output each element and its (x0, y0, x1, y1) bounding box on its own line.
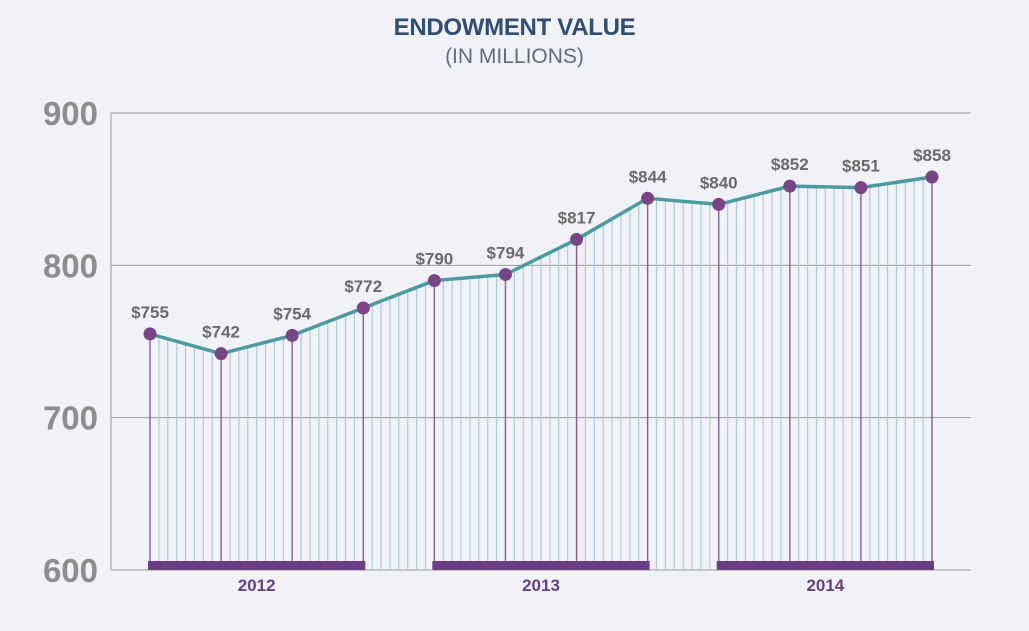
y-tick-label: 700 (43, 400, 98, 437)
data-label: $790 (415, 250, 453, 269)
chart-title: ENDOWMENT VALUE (393, 14, 636, 41)
data-label: $858 (913, 146, 951, 165)
x-year-label: 2013 (522, 576, 560, 595)
data-label: $852 (771, 155, 809, 174)
data-point (143, 327, 157, 341)
data-label: $817 (558, 208, 596, 227)
data-point (498, 267, 512, 281)
data-point (783, 179, 797, 193)
year-bar (148, 561, 366, 570)
data-point (641, 191, 655, 205)
data-point (712, 197, 726, 211)
data-point (427, 274, 441, 288)
y-tick-label: 600 (43, 552, 98, 589)
data-label: $755 (131, 303, 169, 322)
data-label: $844 (629, 167, 667, 186)
year-bar (432, 561, 650, 570)
data-point (356, 301, 370, 315)
data-point (285, 328, 299, 342)
data-point (214, 347, 228, 361)
data-label: $754 (273, 304, 311, 323)
series-line (149, 175, 933, 356)
y-tick-label: 800 (43, 247, 98, 284)
data-point (925, 170, 939, 184)
data-label: $840 (700, 173, 738, 192)
year-bar (716, 561, 934, 570)
chart-subtitle: (IN MILLIONS) (445, 45, 584, 68)
data-point (854, 181, 868, 195)
data-point (570, 232, 584, 246)
x-year-label: 2014 (806, 576, 844, 595)
x-year-label: 2012 (238, 576, 276, 595)
data-label: $851 (842, 157, 880, 176)
data-label: $742 (202, 323, 240, 342)
data-label: $772 (344, 277, 382, 296)
data-label: $794 (487, 243, 525, 262)
y-tick-label: 900 (43, 95, 98, 132)
